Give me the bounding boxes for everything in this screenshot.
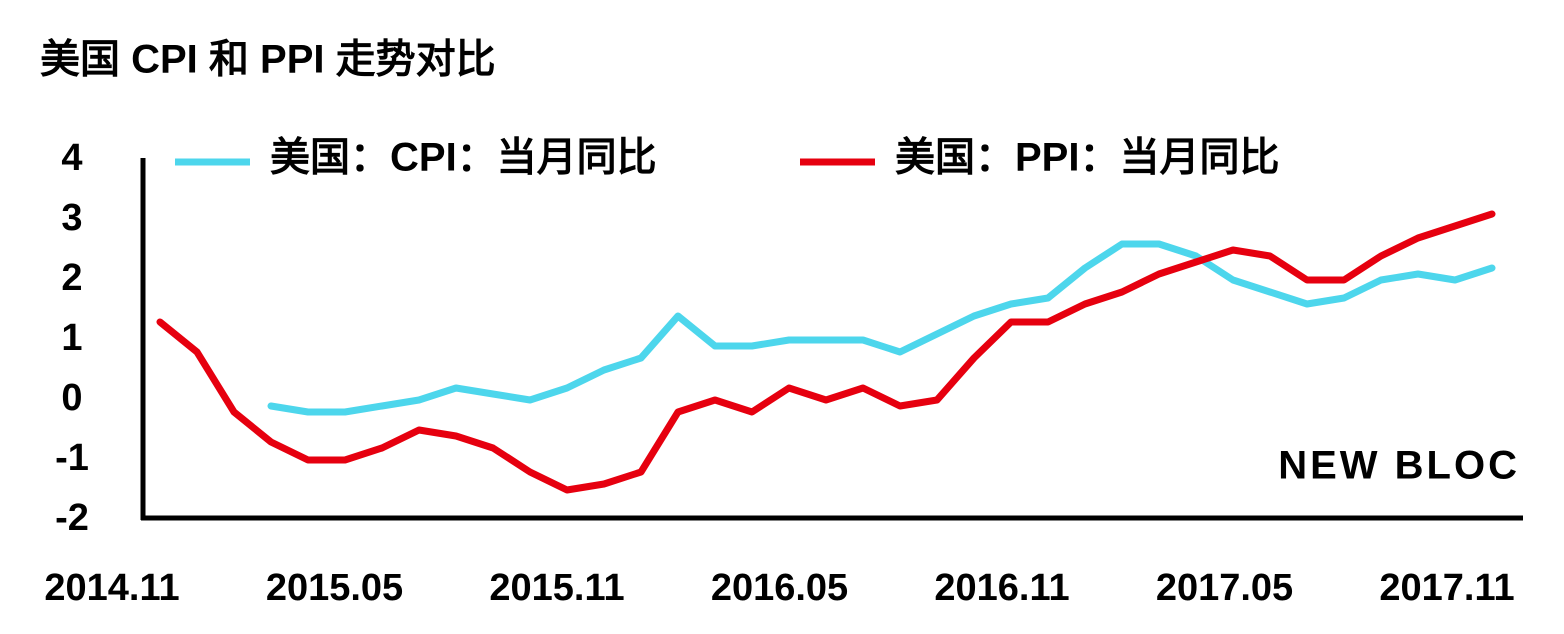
y-tick-label: 3 <box>61 197 82 239</box>
x-tick-label: 2014.11 <box>44 567 179 609</box>
y-tick-label: -1 <box>55 437 89 479</box>
legend-label: 美国：PPI：当月同比 <box>895 136 1279 180</box>
x-tick-label: 2016.05 <box>711 567 848 609</box>
x-tick-label: 2017.05 <box>1156 567 1293 609</box>
legend-label: 美国：CPI：当月同比 <box>270 136 657 180</box>
y-tick-label: 4 <box>61 137 82 179</box>
x-tick-label: 2017.11 <box>1379 567 1514 609</box>
watermark: NEW BLOC <box>1278 444 1520 488</box>
data-line <box>267 240 1496 416</box>
y-tick-label: 0 <box>61 377 82 419</box>
chart-title: 美国 CPI 和 PPI 走势对比 <box>40 38 496 82</box>
y-tick-label: 2 <box>61 257 82 299</box>
data-line <box>156 210 1496 494</box>
x-tick-label: 2015.11 <box>489 567 624 609</box>
y-tick-label: 1 <box>61 317 82 359</box>
x-tick-label: 2016.11 <box>934 567 1069 609</box>
x-tick-label: 2015.05 <box>266 567 403 609</box>
y-tick-label: -2 <box>55 497 89 539</box>
